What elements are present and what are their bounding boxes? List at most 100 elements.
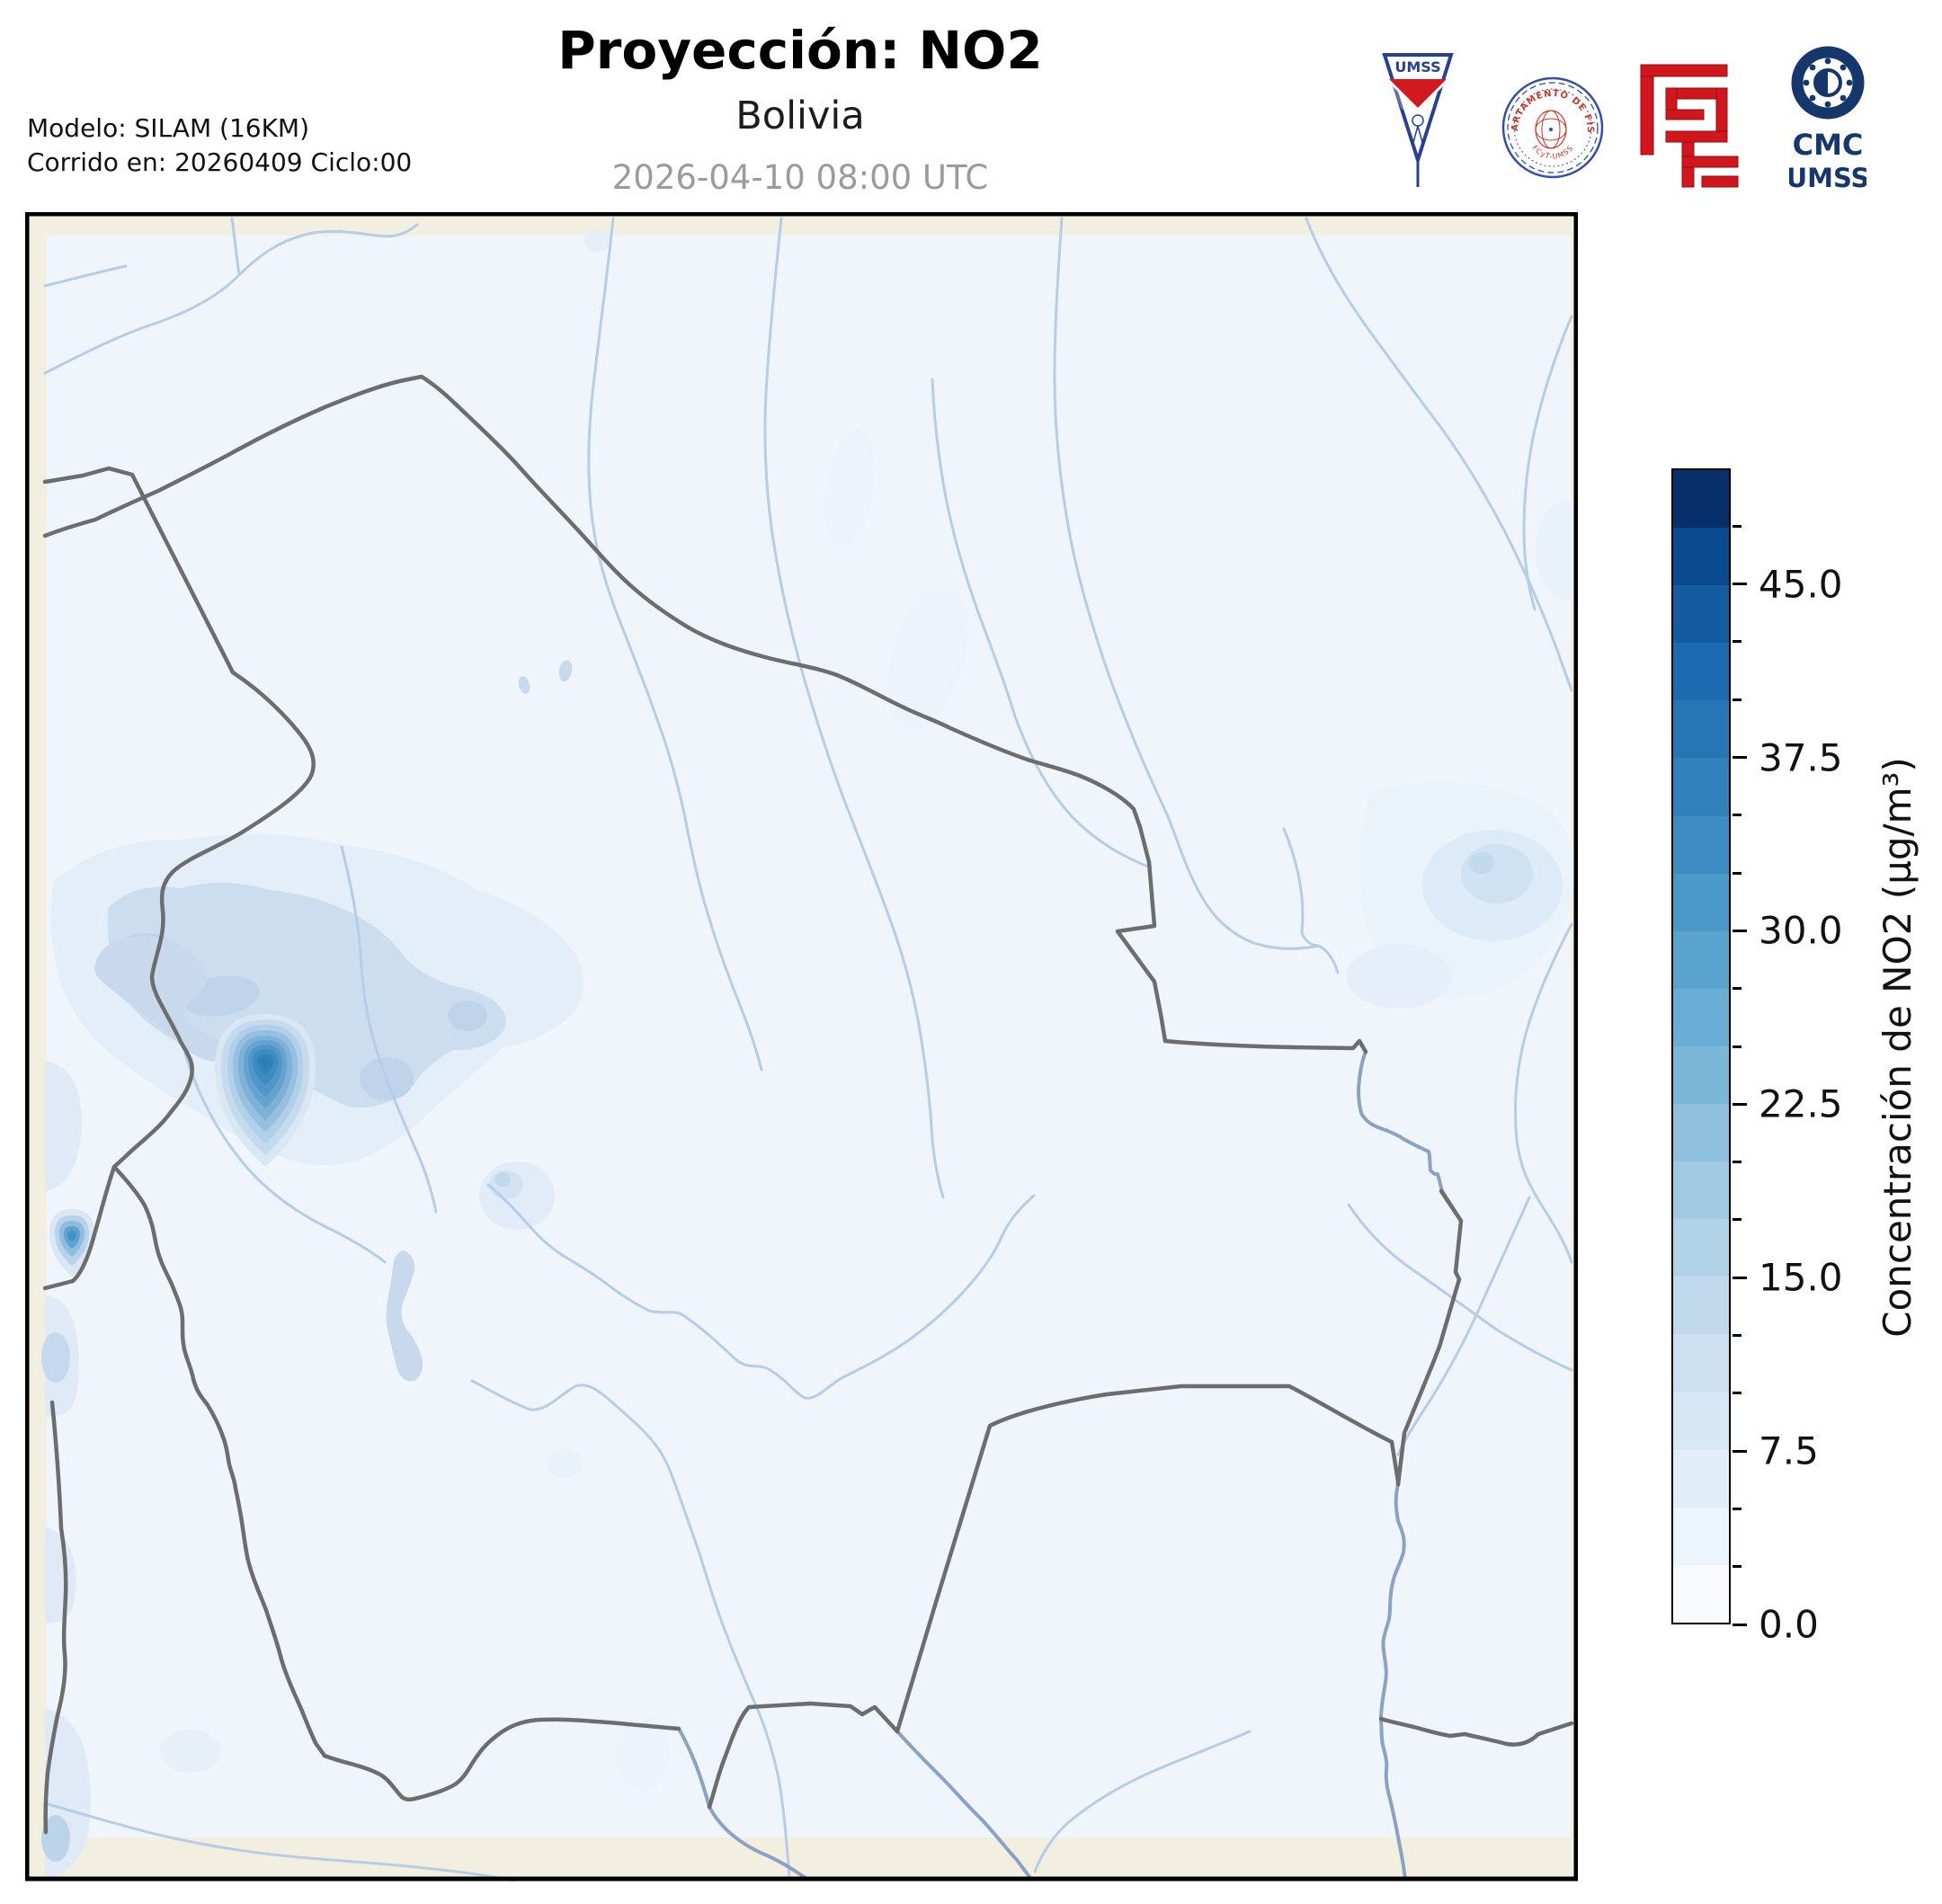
colorbar-tick-label: 7.5	[1759, 1428, 1819, 1473]
country-border	[42, 374, 1143, 830]
model-info: Modelo: SILAM (16KM) Corrido en: 2026040…	[27, 111, 412, 180]
colorbar-segment	[1673, 643, 1729, 701]
colorbar-segment	[1673, 1045, 1729, 1105]
no2-patch	[547, 1449, 583, 1478]
colorbar-segment	[1673, 1161, 1729, 1220]
river	[1033, 1730, 1252, 1873]
colorbar-minor-tick	[1733, 814, 1742, 817]
major-river	[1379, 1482, 1407, 1881]
colorbar-minor-tick	[1733, 1507, 1742, 1510]
colorbar-segment	[1673, 700, 1729, 759]
country-border	[1378, 1716, 1574, 1747]
colorbar-segment	[1673, 1507, 1729, 1565]
colorbar-segment	[1673, 1392, 1729, 1450]
model-run: Corrido en: 20260409 Ciclo:00	[27, 147, 413, 177]
map-frame	[25, 212, 1578, 1882]
forecast-datetime: 2026-04-10 08:00 UTC	[611, 158, 989, 197]
model-name: Modelo: SILAM (16KM)	[27, 113, 310, 143]
country-borders	[42, 374, 1574, 1835]
colorbar-minor-tick	[1733, 698, 1742, 701]
colorbar-segment	[1673, 873, 1729, 931]
colorbar-segment	[1673, 528, 1729, 586]
colorbar	[1671, 468, 1731, 1624]
colorbar-segment	[1673, 1564, 1729, 1623]
colorbar-tick-labels: 45.0 37.5 30.0 22.5 15.0 7.5 0.0	[1759, 468, 1875, 1646]
colorbar-minor-tick	[1733, 1218, 1742, 1222]
country-border	[111, 670, 316, 1170]
colorbar-segment	[1673, 815, 1729, 874]
country-border	[895, 1384, 1401, 1734]
country-border	[322, 1717, 681, 1802]
country-border	[111, 1164, 327, 1758]
major-river	[1357, 1050, 1463, 1223]
country-border	[707, 1701, 900, 1810]
umss-pennant-logo: UMSS	[1382, 53, 1454, 187]
major-rivers	[677, 1050, 1463, 1881]
river	[43, 223, 419, 375]
river	[43, 264, 128, 288]
bolivia-no2-map	[25, 212, 1578, 1882]
colorbar-segment	[1673, 1449, 1729, 1508]
colorbar-tick-label: 45.0	[1759, 562, 1843, 607]
colorbar-major-tick	[1733, 929, 1747, 932]
no2-patch	[1469, 852, 1494, 874]
country-border	[42, 1164, 117, 1291]
no2-patch	[45, 1526, 76, 1624]
fcyt-red-block-logo	[1640, 64, 1739, 188]
colorbar-tick-label: 37.5	[1759, 735, 1843, 779]
river	[1282, 827, 1320, 948]
no2-patch	[41, 1815, 70, 1862]
no2-patch	[160, 1730, 221, 1773]
colorbar-major-tick	[1733, 1276, 1747, 1279]
river	[340, 845, 438, 1214]
no2-patch	[45, 1061, 82, 1191]
country-border	[42, 466, 236, 675]
small-lake	[518, 676, 530, 694]
colorbar-tick-label: 15.0	[1759, 1255, 1843, 1300]
river	[1053, 217, 1340, 974]
cmc-umss-logo: CMC UMSS	[1789, 46, 1866, 193]
colorbar-tick-label: 30.0	[1759, 908, 1843, 953]
colorbar-major-tick	[1733, 1623, 1747, 1626]
no2-patch	[1536, 501, 1578, 600]
svg-text:UMSS: UMSS	[1789, 163, 1866, 193]
river	[230, 217, 241, 277]
colorbar-minor-tick	[1733, 1045, 1742, 1048]
colorbar-minor-tick	[1733, 1392, 1742, 1395]
river	[43, 1802, 516, 1882]
no2-patch	[41, 1332, 70, 1383]
svg-text:CMC: CMC	[1793, 128, 1864, 162]
river	[587, 217, 763, 1072]
no2-patch	[887, 584, 968, 732]
major-river	[677, 1727, 807, 1880]
river	[1513, 922, 1573, 1264]
physics-department-seal-logo: DEPARTAMENTO DE FÍSICA FCyT-UMSS	[1500, 74, 1604, 179]
no2-patch	[824, 429, 875, 551]
no2-concentration-patches	[41, 230, 1578, 1877]
no2-patch	[1347, 944, 1451, 1009]
colorbar-major-tick	[1733, 1102, 1747, 1106]
coastal-hotspot-ring	[67, 1231, 76, 1241]
page-subtitle: Bolivia	[735, 93, 865, 138]
svg-text:UMSS: UMSS	[1394, 58, 1440, 76]
small-lake	[558, 660, 573, 681]
colorbar-axis-label: Concentración de NO2 (µg/m³)	[1875, 757, 1920, 1338]
lake-poopo	[386, 1250, 423, 1382]
colorbar-ticks	[1731, 468, 1758, 1626]
colorbar-tick-label: 0.0	[1759, 1602, 1819, 1647]
page-title: Proyección: NO2	[557, 20, 1043, 81]
colorbar-minor-tick	[1733, 640, 1742, 644]
colorbar-segment	[1673, 1104, 1729, 1162]
no2-patch	[494, 1172, 511, 1187]
la-paz-hotspot-ring	[261, 1057, 270, 1068]
river	[486, 1183, 1036, 1400]
colorbar-major-tick	[1733, 756, 1747, 759]
colorbar-minor-tick	[1733, 524, 1742, 528]
colorbar-major-tick	[1733, 583, 1747, 586]
river	[1305, 217, 1573, 692]
no2-patch	[616, 1715, 670, 1791]
no2-patch	[448, 1001, 487, 1031]
country-border	[1395, 1188, 1464, 1487]
colorbar-minor-tick	[1733, 1334, 1742, 1337]
